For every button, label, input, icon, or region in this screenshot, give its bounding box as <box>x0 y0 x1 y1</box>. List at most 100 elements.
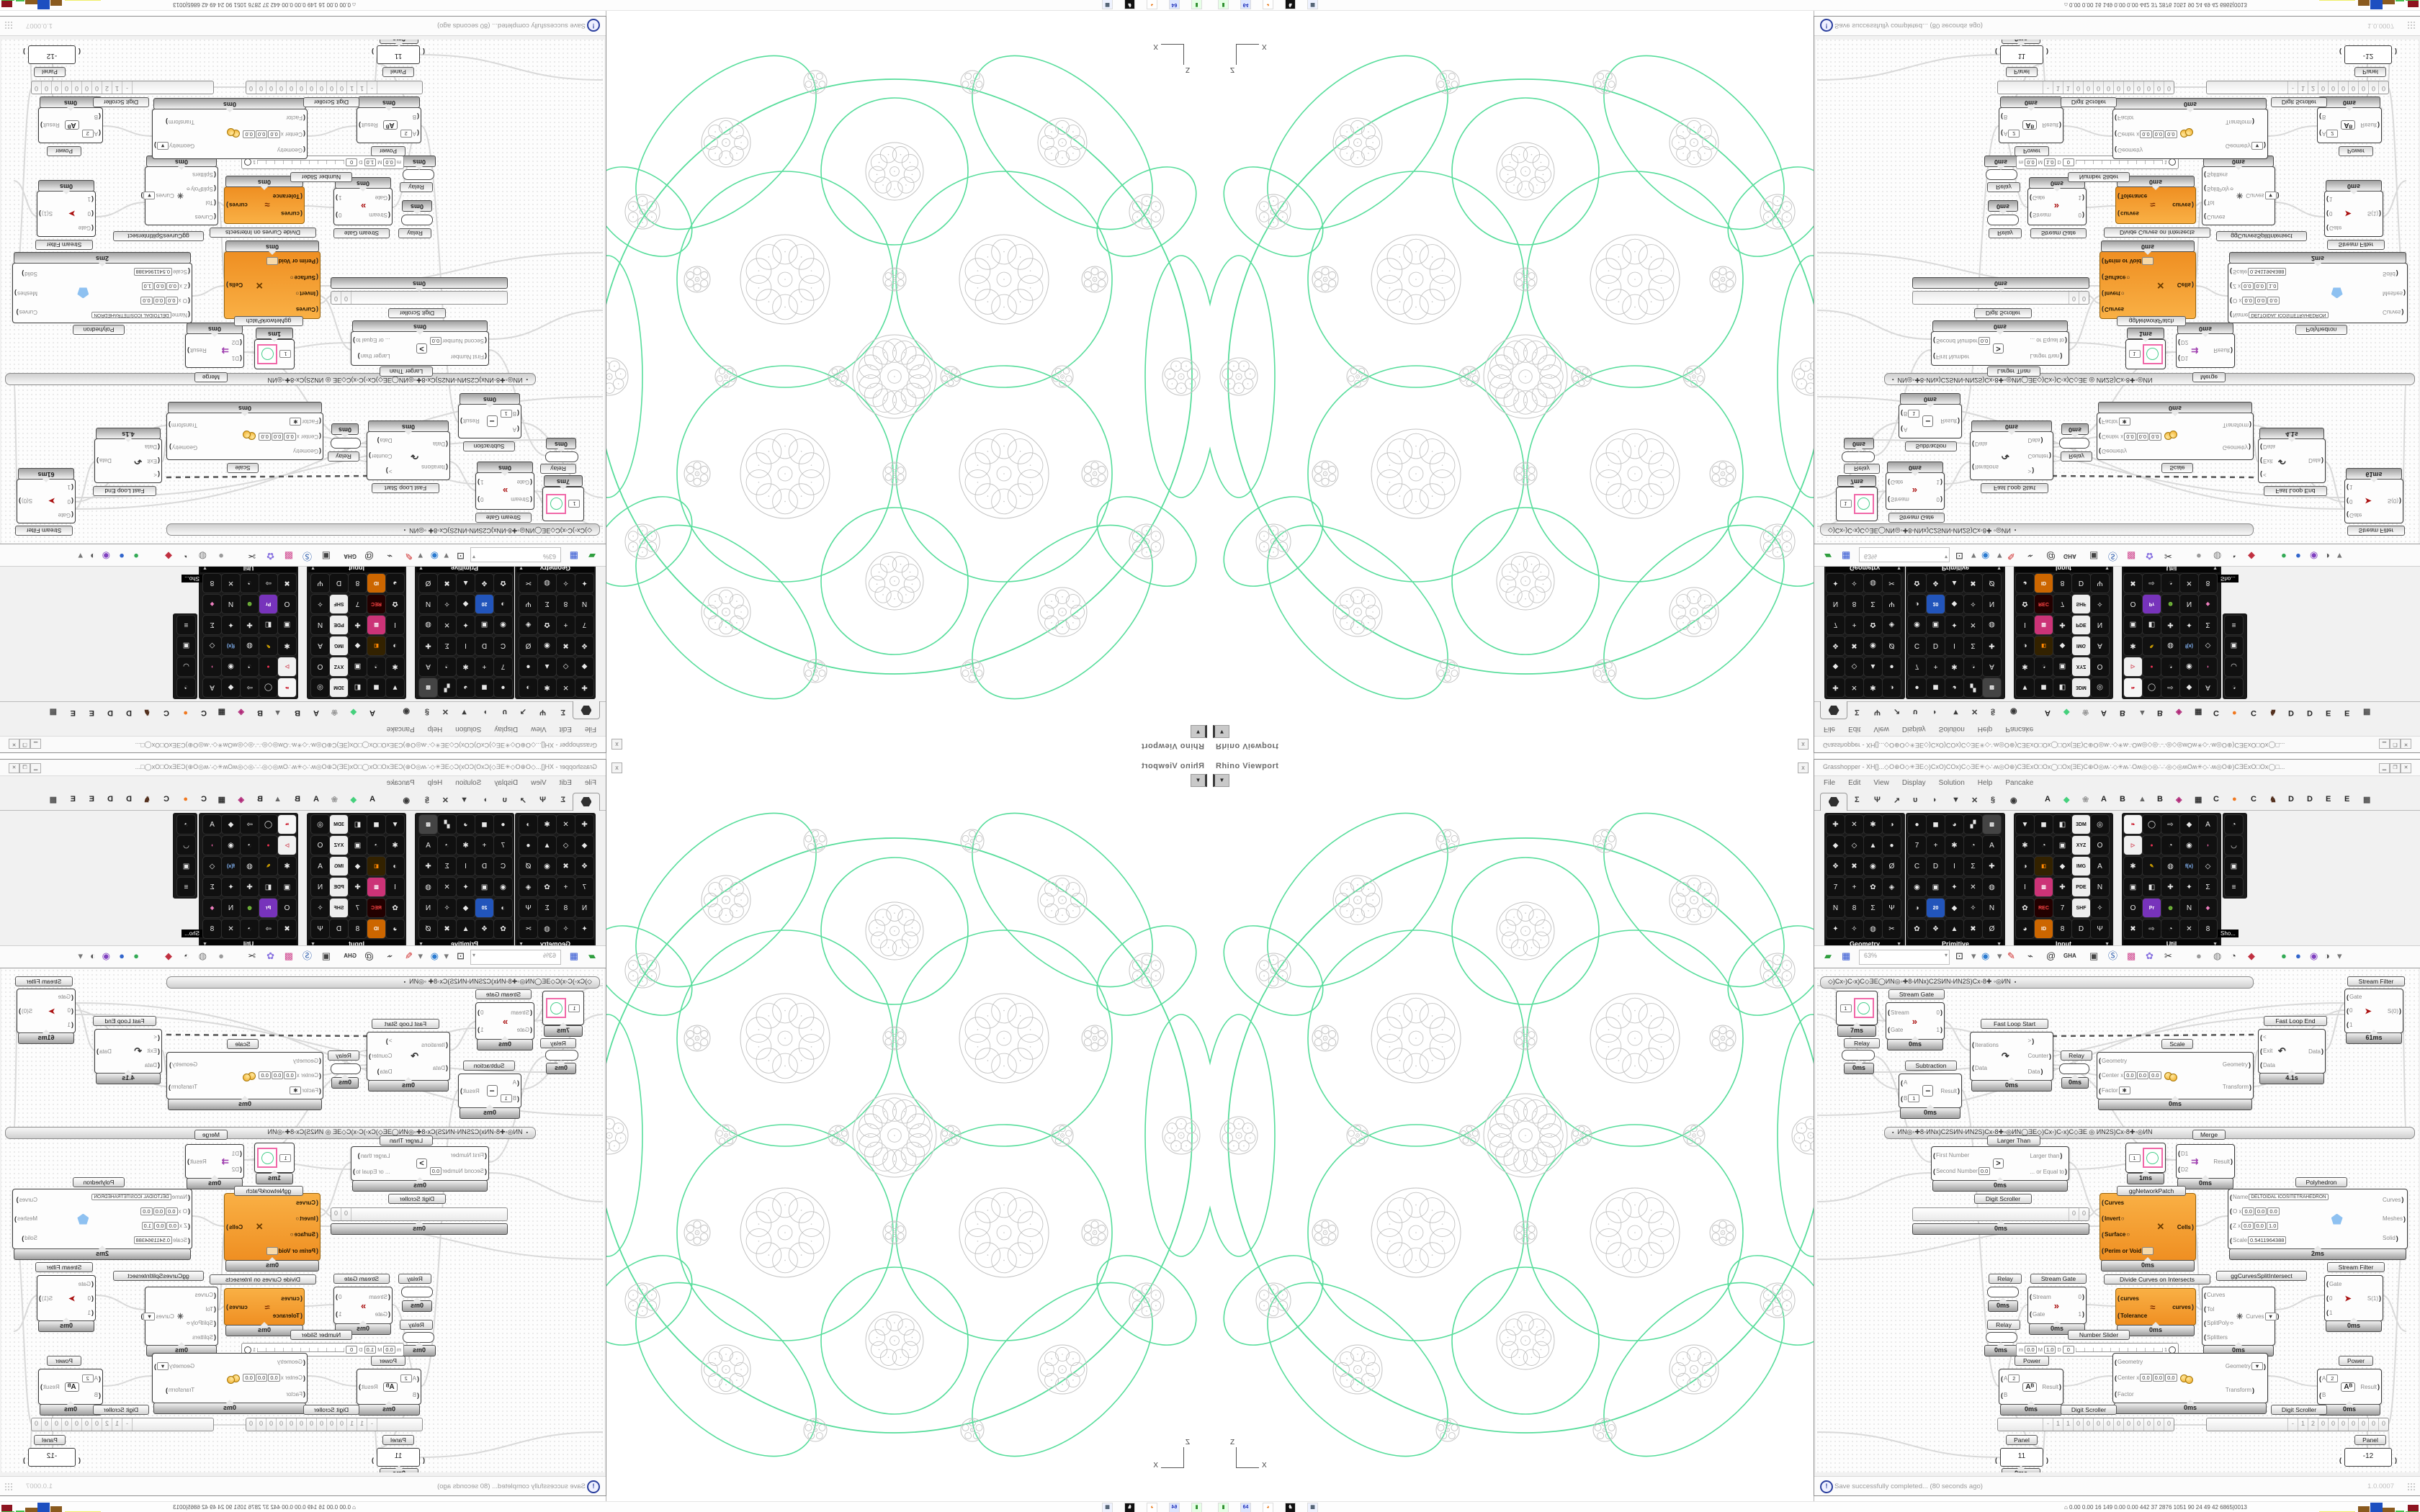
output-port-curves[interactable]: curves) <box>226 202 248 209</box>
input-port-data[interactable]: (Data <box>433 441 448 448</box>
input-port-data[interactable]: (Data <box>145 443 160 451</box>
tab-icon-3[interactable]: υ <box>1913 708 1918 716</box>
input-port-name[interactable]: (Name DELTOIDAL ICOSITETRAHEDRON <box>91 311 190 318</box>
group-header-bar[interactable]: ◇)Cx◦)C◦x)C◇ƎE◯ИN◎◦✚8◦ИNx)C2SИN◦ИN2S)Cx◦… <box>1820 976 2254 989</box>
component-icon[interactable]: ◆ <box>575 657 594 677</box>
output-port-larger-than[interactable]: Larger than) <box>357 353 390 360</box>
component-icon[interactable]: ◍ <box>537 919 557 939</box>
input-port-iterations[interactable]: (Iterations <box>1972 464 1999 471</box>
input-port-a[interactable]: (A 2 <box>400 129 419 138</box>
toolbar-icon-10[interactable]: ▣ <box>321 950 331 961</box>
tab-icon-3[interactable]: υ <box>502 708 507 716</box>
component-icon[interactable]: ✚ <box>348 615 367 635</box>
component-icon[interactable]: ▞ <box>1963 678 1983 698</box>
gh-component[interactable]: (Iterations(Data ↷ >) Counter) Data) <box>367 431 450 480</box>
component-icon[interactable]: ◈ <box>519 615 538 635</box>
tab-params-selected[interactable] <box>1820 701 1847 719</box>
toolbar-icon-13[interactable]: ✿ <box>2146 551 2154 562</box>
input-port--[interactable]: (< <box>153 471 160 479</box>
output-port-0[interactable]: 0) <box>2078 212 2084 219</box>
component-icon[interactable]: ● <box>2142 835 2161 855</box>
minimize-button[interactable]: ▁ <box>30 763 41 773</box>
input-port-perim-or-void[interactable]: (Perim or Void <box>266 1246 318 1255</box>
component-icon[interactable]: D <box>2071 919 2091 939</box>
output-port-cells[interactable]: Cells) <box>2177 1223 2194 1230</box>
input-port-splitters[interactable]: (Splitters <box>192 171 216 179</box>
component-icon[interactable]: ▲ <box>537 835 557 855</box>
component-icon[interactable]: Ø <box>1982 573 2002 593</box>
panel-node[interactable]: (11) <box>372 45 425 64</box>
component-icon[interactable]: ◆ <box>1826 657 1845 677</box>
component-icon[interactable]: ✿ <box>1863 877 1883 897</box>
tab-icon-7[interactable]: § <box>424 708 429 716</box>
viewport-close-button[interactable]: x <box>1798 762 1809 773</box>
tab-icon-1[interactable]: Ψ <box>539 708 546 716</box>
output-port-1[interactable]: 1) <box>336 194 342 202</box>
input-port-curves[interactable]: (Curves <box>2102 1199 2125 1207</box>
component-icon[interactable]: SHF <box>329 898 349 918</box>
component-icon[interactable]: Σ <box>2198 877 2218 897</box>
component-icon[interactable]: ◼ <box>475 678 494 698</box>
relay-node[interactable] <box>401 1287 433 1297</box>
component-icon[interactable]: Σ <box>537 898 557 918</box>
tab-params-selected[interactable] <box>573 701 600 719</box>
component-icon[interactable]: ✧ <box>1963 594 1983 614</box>
component-icon[interactable]: ✎ <box>259 856 278 876</box>
toolbar-icon-7[interactable]: ⌁ <box>387 950 393 961</box>
component-icon[interactable]: ▣ <box>2224 636 2244 656</box>
component-icon[interactable]: SHF <box>2071 898 2091 918</box>
input-port-center-x[interactable]: (Center x 0.0 0.0 0.0 <box>2115 130 2177 138</box>
output-port-1[interactable]: 1) <box>2078 1310 2084 1318</box>
tab-plugin-0[interactable]: A <box>2045 795 2051 804</box>
gh-component[interactable]: (Curves(Invert ○(Surface ○(Perim or Void ✕… <box>2099 1193 2196 1261</box>
component-icon[interactable]: 20 <box>475 898 494 918</box>
component-icon[interactable]: ▷ <box>277 657 297 677</box>
output-port-s-1-[interactable]: S(1)) <box>2367 210 2381 217</box>
output-port-meshes[interactable]: Meshes) <box>2382 289 2406 297</box>
digit-cell[interactable]: 0 <box>2133 81 2143 94</box>
toolbar-icon-12[interactable]: ▩ <box>284 551 293 562</box>
gh-component[interactable]: (First Number(Second Number 0.0 > Larger th… <box>1931 331 2069 366</box>
component-icon[interactable]: ● <box>493 814 513 834</box>
component-icon[interactable]: ◑ <box>1882 678 1901 698</box>
tab-icon-7[interactable]: § <box>424 796 429 804</box>
component-icon[interactable]: ID <box>2034 919 2053 939</box>
component-icon[interactable]: ◈ <box>2198 594 2218 614</box>
input-port-gate[interactable]: (Gate <box>58 511 73 519</box>
grasshopper-window[interactable]: Grasshopper - XH[]...◇O⊕O◇✳ƎE◇)CxO)COx)C… <box>1814 759 2420 1496</box>
component-icon[interactable]: ✦ <box>456 615 475 635</box>
digit-cell[interactable]: 0 <box>2154 81 2164 94</box>
output-port-s-0-[interactable]: S(0)) <box>2387 1007 2401 1014</box>
gh-component[interactable]: (Geometry(Center x 0.0 0.0 0.0(Factor Geomet… <box>152 1353 308 1403</box>
toolbar-icon-18[interactable]: ◆ <box>165 950 172 961</box>
component-icon[interactable]: ID <box>2034 573 2053 593</box>
component-icon[interactable]: ▥ <box>367 615 386 635</box>
component-icon[interactable]: A <box>2198 678 2218 698</box>
digit-cell[interactable]: 0 <box>2378 81 2388 94</box>
component-icon[interactable]: ✖ <box>437 919 457 939</box>
component-icon[interactable]: ● <box>519 657 538 677</box>
toolbar-icon-19[interactable]: ● <box>2281 950 2287 961</box>
output-port-----or-equal-to[interactable]: ... or Equal to) <box>353 1168 390 1175</box>
input-port-factor[interactable]: (Factor ✱ <box>259 418 321 426</box>
output-port-1[interactable]: 1) <box>478 1026 484 1033</box>
gh-component[interactable]: (curves(Tolerance ≈ curves) <box>224 186 305 224</box>
component-icon[interactable]: ✎ <box>2142 636 2161 656</box>
component-icon[interactable]: ✕ <box>1963 615 1983 635</box>
component-icon[interactable]: ✎ <box>2142 856 2161 876</box>
component-icon[interactable]: ✕ <box>556 678 575 698</box>
input-port-exit[interactable]: (Exit <box>2260 457 2273 465</box>
output-port-result[interactable]: Result) <box>1940 418 1960 425</box>
input-port-first-number[interactable]: (First Number <box>450 353 487 361</box>
digit-cell[interactable]: 0 <box>2378 1418 2388 1431</box>
digit-cell[interactable]: 0 <box>2368 1418 2378 1431</box>
component-icon[interactable]: ✚ <box>240 877 259 897</box>
gh-component[interactable]: (A 2(B Aᴮ Result) <box>357 1369 421 1405</box>
input-port-geometry[interactable]: (Geometry <box>2115 1358 2143 1366</box>
component-icon[interactable]: ⇨ <box>240 678 259 698</box>
component-icon[interactable]: ▣ <box>2123 877 2143 897</box>
component-icon[interactable]: ❧ <box>277 814 297 834</box>
component-icon[interactable]: ✚ <box>348 877 367 897</box>
digit-cell[interactable]: 0 <box>62 81 72 94</box>
